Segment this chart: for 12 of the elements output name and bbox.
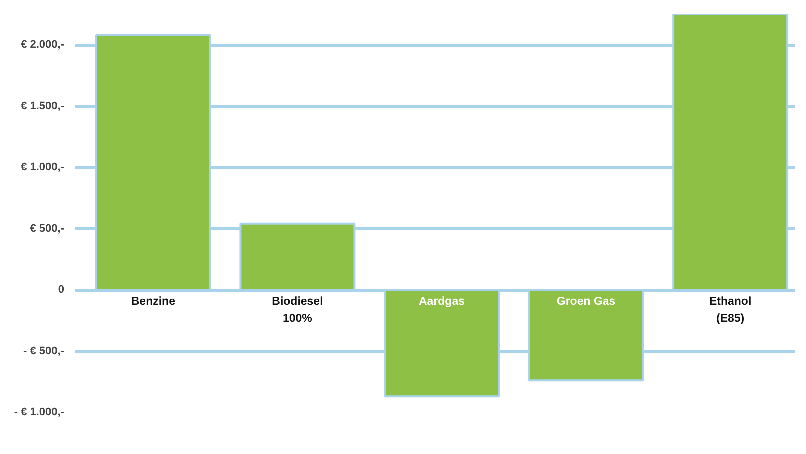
x-tick-label: Ethanol (E85)	[709, 296, 752, 325]
y-tick-label: € 1.000,-	[21, 162, 65, 174]
y-tick-label: - € 500,-	[24, 345, 65, 358]
x-tick-label: Aardgas	[418, 296, 466, 308]
x-tick-label: Groen Gas	[556, 296, 616, 308]
x-tick-label: Biodiesel 100%	[272, 296, 324, 325]
y-tick-label: € 500,-	[30, 222, 65, 235]
y-tick-label: - € 1.000,-	[14, 406, 65, 418]
y-tick-label: € 1.500,-	[21, 100, 65, 112]
y-tick-label: € 2.000,-	[21, 39, 65, 52]
y-tick-label: 0	[58, 284, 65, 296]
x-tick-label: Benzine	[131, 296, 176, 308]
